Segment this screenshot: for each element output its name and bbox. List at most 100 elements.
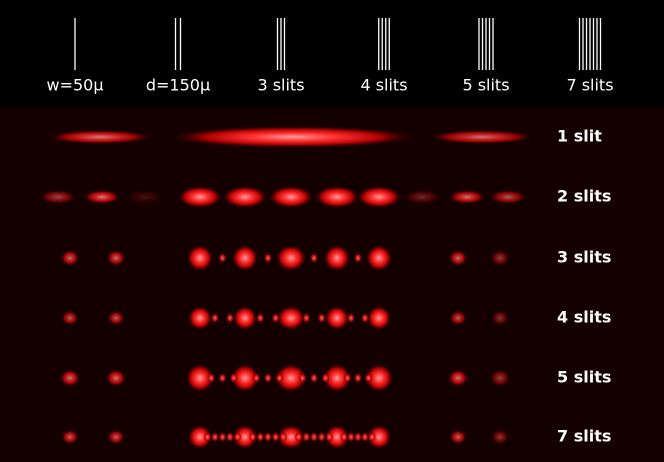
- spot: [275, 373, 284, 383]
- spot: [277, 425, 305, 449]
- spot: [347, 313, 355, 323]
- spot: [317, 432, 326, 442]
- spot: [203, 432, 212, 442]
- spot: [277, 306, 305, 330]
- spot: [84, 190, 120, 204]
- spot: [298, 373, 307, 383]
- spot: [404, 190, 440, 204]
- spot: [61, 429, 79, 445]
- spot: [218, 373, 227, 383]
- spot: [248, 432, 257, 442]
- spot: [188, 306, 212, 330]
- column-label: d=150μ: [146, 76, 210, 95]
- spot: [271, 432, 280, 442]
- spot: [127, 190, 163, 204]
- spot: [233, 425, 257, 449]
- spot: [60, 250, 80, 266]
- spot: [448, 369, 468, 387]
- pattern-band: [0, 108, 664, 462]
- spot: [343, 373, 352, 383]
- spot: [264, 432, 272, 442]
- spot: [302, 432, 311, 442]
- row-label: 3 slits: [557, 248, 611, 267]
- spot: [367, 425, 391, 449]
- spot: [275, 364, 307, 392]
- column-label: 5 slits: [462, 76, 509, 95]
- spot: [231, 364, 259, 392]
- spot: [448, 250, 468, 266]
- spot: [187, 245, 213, 271]
- spot: [354, 253, 362, 263]
- spot: [325, 306, 349, 330]
- spot: [226, 432, 234, 442]
- spot: [218, 432, 227, 442]
- spot: [188, 425, 212, 449]
- spot: [211, 313, 219, 323]
- spot: [302, 313, 311, 323]
- spot: [279, 432, 288, 442]
- spot: [347, 432, 355, 442]
- spot: [168, 126, 418, 148]
- spot: [276, 245, 306, 271]
- spot: [106, 369, 126, 387]
- spot: [106, 250, 126, 266]
- column-label: 4 slits: [360, 76, 407, 95]
- spot: [211, 432, 219, 442]
- row-label: 7 slits: [557, 427, 611, 446]
- spot: [325, 425, 349, 449]
- spot: [490, 190, 526, 204]
- spot: [229, 373, 238, 383]
- spot: [367, 306, 391, 330]
- spot: [40, 190, 76, 204]
- spot: [361, 313, 369, 323]
- spot: [491, 429, 509, 445]
- diffraction-spots: [40, 126, 534, 449]
- spot: [310, 432, 318, 442]
- spot: [271, 313, 280, 323]
- row-label: 1 slit: [557, 127, 602, 146]
- spot: [340, 432, 348, 442]
- column-label: w=50μ: [46, 76, 103, 95]
- spot: [449, 310, 467, 326]
- spot: [490, 369, 510, 387]
- spot: [325, 432, 334, 442]
- spot: [233, 432, 242, 442]
- spot: [357, 186, 401, 208]
- spot: [218, 253, 227, 263]
- spot: [264, 253, 272, 263]
- spot: [310, 373, 318, 383]
- spot: [207, 373, 216, 383]
- spot: [310, 253, 318, 263]
- header-band: [0, 0, 664, 108]
- spot: [490, 250, 510, 266]
- spot: [294, 432, 303, 442]
- spot: [232, 245, 258, 271]
- spot: [264, 373, 272, 383]
- spot: [430, 130, 534, 144]
- spot: [252, 373, 261, 383]
- spot: [449, 190, 485, 204]
- spot: [178, 186, 222, 208]
- spot: [226, 313, 234, 323]
- spot: [449, 429, 467, 445]
- spot: [323, 364, 351, 392]
- slit-icons: [74, 18, 602, 70]
- row-label: 5 slits: [557, 368, 611, 387]
- spot: [223, 186, 267, 208]
- spot: [233, 306, 257, 330]
- spot: [48, 130, 152, 144]
- spot: [60, 369, 80, 387]
- labels: w=50μ d=150μ 3 slits 4 slits 5 slits 7 slits 1…: [46, 76, 613, 446]
- spot: [354, 432, 362, 442]
- spot: [368, 432, 376, 442]
- spot: [361, 432, 369, 442]
- spot: [324, 245, 350, 271]
- spot: [317, 313, 326, 323]
- spot: [321, 373, 330, 383]
- spot: [366, 245, 392, 271]
- spot: [365, 364, 393, 392]
- spot: [107, 429, 125, 445]
- spot: [269, 186, 313, 208]
